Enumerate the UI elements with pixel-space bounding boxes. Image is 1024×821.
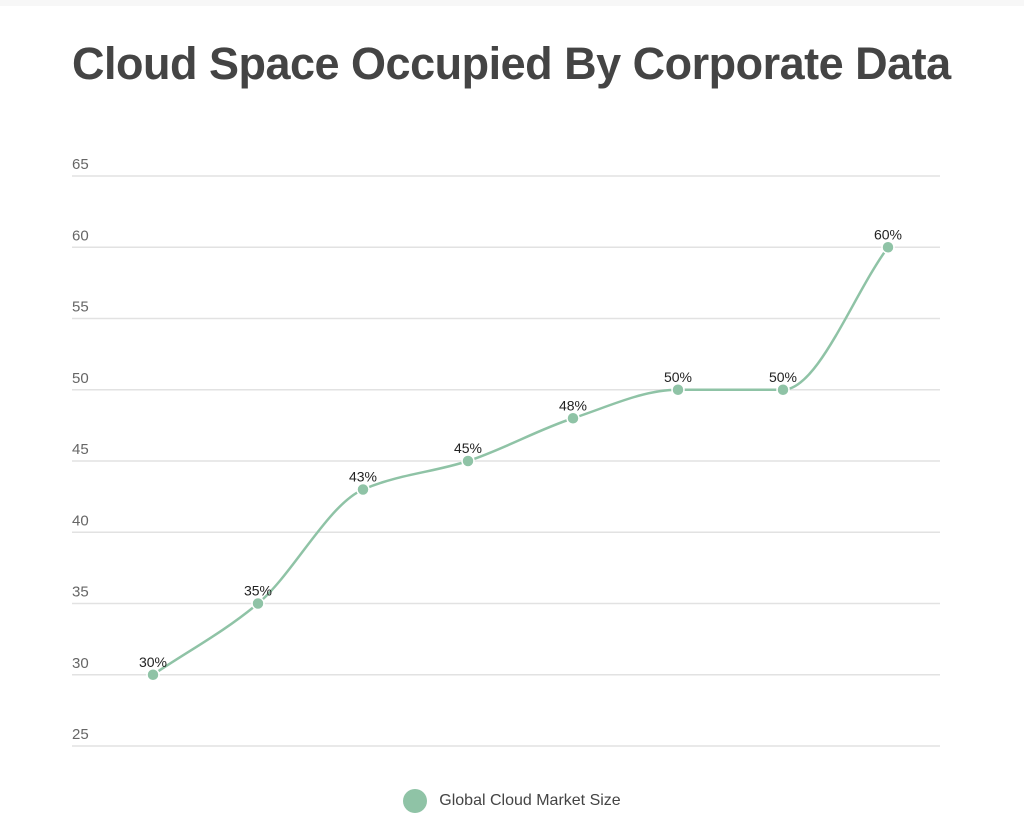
y-tick-label: 35 [72, 584, 89, 601]
data-label: 50% [664, 369, 692, 385]
data-label: 60% [874, 226, 902, 242]
data-point [566, 411, 580, 425]
y-tick-label: 45 [72, 441, 89, 458]
data-point [881, 240, 895, 254]
data-label: 30% [139, 654, 167, 670]
chart-title: Cloud Space Occupied By Corporate Data [72, 38, 951, 89]
y-tick-label: 55 [72, 299, 89, 316]
legend-label: Global Cloud Market Size [439, 792, 621, 809]
data-point [356, 482, 370, 497]
y-tick-label: 40 [72, 512, 89, 529]
y-tick-label: 50 [72, 370, 89, 387]
data-point [251, 596, 265, 611]
data-point [776, 383, 790, 397]
data-label: 45% [454, 440, 482, 456]
data-point [671, 383, 685, 397]
data-label: 50% [769, 369, 797, 385]
data-label: 35% [244, 583, 272, 599]
legend: Global Cloud Market Size [0, 789, 1024, 813]
y-tick-label: 25 [72, 726, 89, 743]
y-tick-label: 30 [72, 655, 89, 672]
data-label: 48% [559, 397, 587, 413]
legend-marker [403, 789, 428, 813]
y-tick-label: 65 [72, 156, 89, 173]
data-point [461, 454, 475, 468]
y-tick-label: 60 [72, 227, 89, 244]
top-bar [0, 0, 1024, 6]
data-label: 43% [349, 469, 377, 485]
data-point [146, 668, 160, 682]
